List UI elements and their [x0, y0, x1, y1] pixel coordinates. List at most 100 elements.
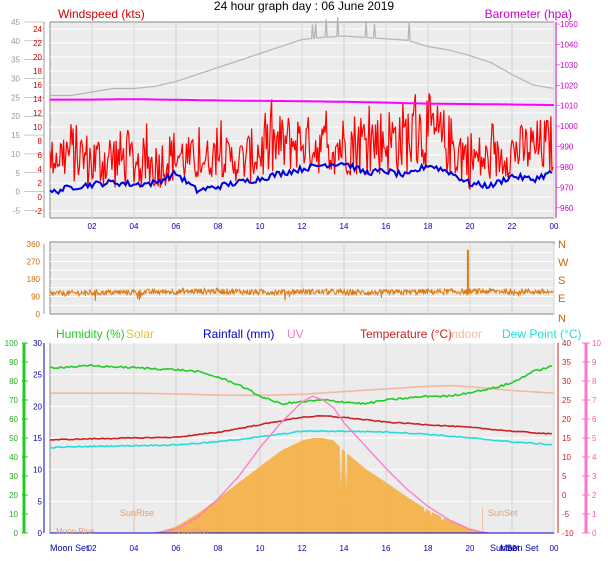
compass-label: S: [558, 275, 565, 287]
temperature-tick-label: 40: [562, 339, 571, 348]
uv-tick-label: 2: [592, 491, 597, 500]
wind-outer-tick-label: 25: [11, 93, 20, 102]
wind-x-tick-label: 10: [256, 222, 265, 231]
barometer-tick-label: 970: [560, 183, 574, 192]
wind-inner-tick-label: 16: [33, 81, 42, 90]
wind-inner-tick-label: 0: [38, 193, 43, 202]
annotation-moon-set-right: Moon Set: [500, 543, 539, 553]
temperature-tick-label: 0: [562, 491, 567, 500]
rain-tick-label: 20: [33, 402, 42, 411]
humidity-tick-label: 20: [9, 491, 18, 500]
legend-temperature: Temperature (°C): [360, 327, 452, 341]
climate-x-tick-label: 14: [340, 544, 349, 553]
wind-x-tick-label: 02: [88, 222, 97, 231]
uv-tick-label: 1: [592, 510, 597, 519]
climate-x-tick-label: 08: [214, 544, 223, 553]
wind-outer-tick-label: 10: [11, 150, 20, 159]
annotation-sunset-bottom: SunSet: [490, 543, 520, 553]
climate-x-tick-label: 10: [256, 544, 265, 553]
wind-outer-tick-label: 20: [11, 112, 20, 121]
climate-x-tick-label: 22: [508, 544, 517, 553]
wind-x-tick-label: 12: [298, 222, 307, 231]
wind-x-tick-label: 18: [424, 222, 433, 231]
wind-outer-tick-label: 45: [11, 18, 20, 27]
windspeed-axis-label: Windspeed (kts): [58, 7, 145, 21]
wind-outer-tick-label: 40: [11, 37, 20, 46]
wind-x-tick-label: 16: [382, 222, 391, 231]
temperature-tick-label: 30: [562, 377, 571, 386]
compass-label: E: [558, 293, 565, 305]
direction-series: [49, 249, 554, 301]
climate-x-tick-label: 16: [382, 544, 391, 553]
chart-title: 24 hour graph day : 06 June 2019: [214, 0, 394, 13]
wind-gust-line: [49, 93, 554, 190]
rain-tick-label: 5: [38, 497, 43, 506]
uv-tick-label: 8: [592, 377, 597, 386]
wind-outer-tick-label: 15: [11, 131, 20, 140]
barometer-tick-label: 1010: [560, 102, 578, 111]
grey-trace-line: [50, 16, 554, 97]
temperature-tick-label: 10: [562, 453, 571, 462]
climate-x-tick-label: 06: [172, 544, 181, 553]
climate-axes: 0102030405060708090100051015202530-10-50…: [5, 339, 602, 553]
wind-inner-tick-label: 4: [38, 165, 43, 174]
wind-direction-line: [49, 286, 554, 301]
wind-x-tick-label: 20: [466, 222, 475, 231]
humidity-tick-label: 90: [9, 358, 18, 367]
annotation-sunrise: SunRise: [120, 508, 154, 518]
wind-inner-tick-label: 8: [38, 137, 43, 146]
barometer-tick-label: 1020: [560, 81, 578, 90]
uv-tick-label: 3: [592, 472, 597, 481]
humidity-tick-label: 40: [9, 453, 18, 462]
rain-tick-label: 10: [33, 466, 42, 475]
humidity-tick-label: 30: [9, 472, 18, 481]
humidity-tick-label: 10: [9, 510, 18, 519]
wind-outer-tick-label: 35: [11, 56, 20, 65]
uv-tick-label: 5: [592, 434, 597, 443]
humidity-line: [50, 364, 553, 406]
wind-average-line: [49, 161, 553, 195]
wind-inner-tick-label: 10: [33, 123, 42, 132]
temperature-tick-label: 20: [562, 415, 571, 424]
climate-x-tick-label: 20: [466, 544, 475, 553]
wind-outer-tick-label: 30: [11, 75, 20, 84]
barometer-tick-label: 1000: [560, 122, 578, 131]
annotation-moon-set-left: Moon Set: [50, 543, 89, 553]
temperature-tick-label: -10: [562, 529, 574, 538]
barometer-axis-label: Barometer (hpa): [485, 7, 572, 21]
direction-grid: [50, 244, 555, 314]
wind-inner-tick-label: 6: [38, 151, 43, 160]
climate-x-tick-label: 00: [550, 544, 559, 553]
uv-tick-label: 6: [592, 415, 597, 424]
barometer-tick-label: 980: [560, 163, 574, 172]
direction-tick-label: 180: [27, 275, 41, 284]
compass-label: W: [558, 257, 569, 269]
wind-inner-tick-label: 2: [38, 179, 43, 188]
uv-tick-label: 7: [592, 396, 597, 405]
legend-humidity: Humidity (%): [56, 327, 125, 341]
wind-inner-tick-label: 14: [33, 95, 42, 104]
climate-x-tick-label: 18: [424, 544, 433, 553]
direction-tick-label: 360: [27, 240, 41, 249]
uv-tick-label: 9: [592, 358, 597, 367]
uv-tick-label: 10: [592, 339, 601, 348]
dew-point-line: [49, 429, 553, 449]
temperature-tick-label: 25: [562, 396, 571, 405]
humidity-tick-label: 50: [9, 434, 18, 443]
compass-label: N: [558, 313, 566, 325]
wind-inner-tick-label: 12: [33, 109, 42, 118]
wind-inner-tick-label: -2: [35, 207, 43, 216]
uv-tick-label: 0: [592, 529, 597, 538]
legend-uv: UV: [287, 327, 304, 341]
temperature-line: [49, 414, 553, 441]
wind-series: [49, 16, 555, 195]
wind-x-tick-label: 00: [550, 222, 559, 231]
legend-dew-point: Dew Point (°C): [502, 327, 581, 341]
indoor-line: [50, 384, 555, 397]
uv-line: [154, 395, 489, 534]
legend-solar: Solar: [126, 327, 154, 341]
wind-x-tick-label: 22: [508, 222, 517, 231]
humidity-tick-label: 100: [5, 339, 19, 348]
